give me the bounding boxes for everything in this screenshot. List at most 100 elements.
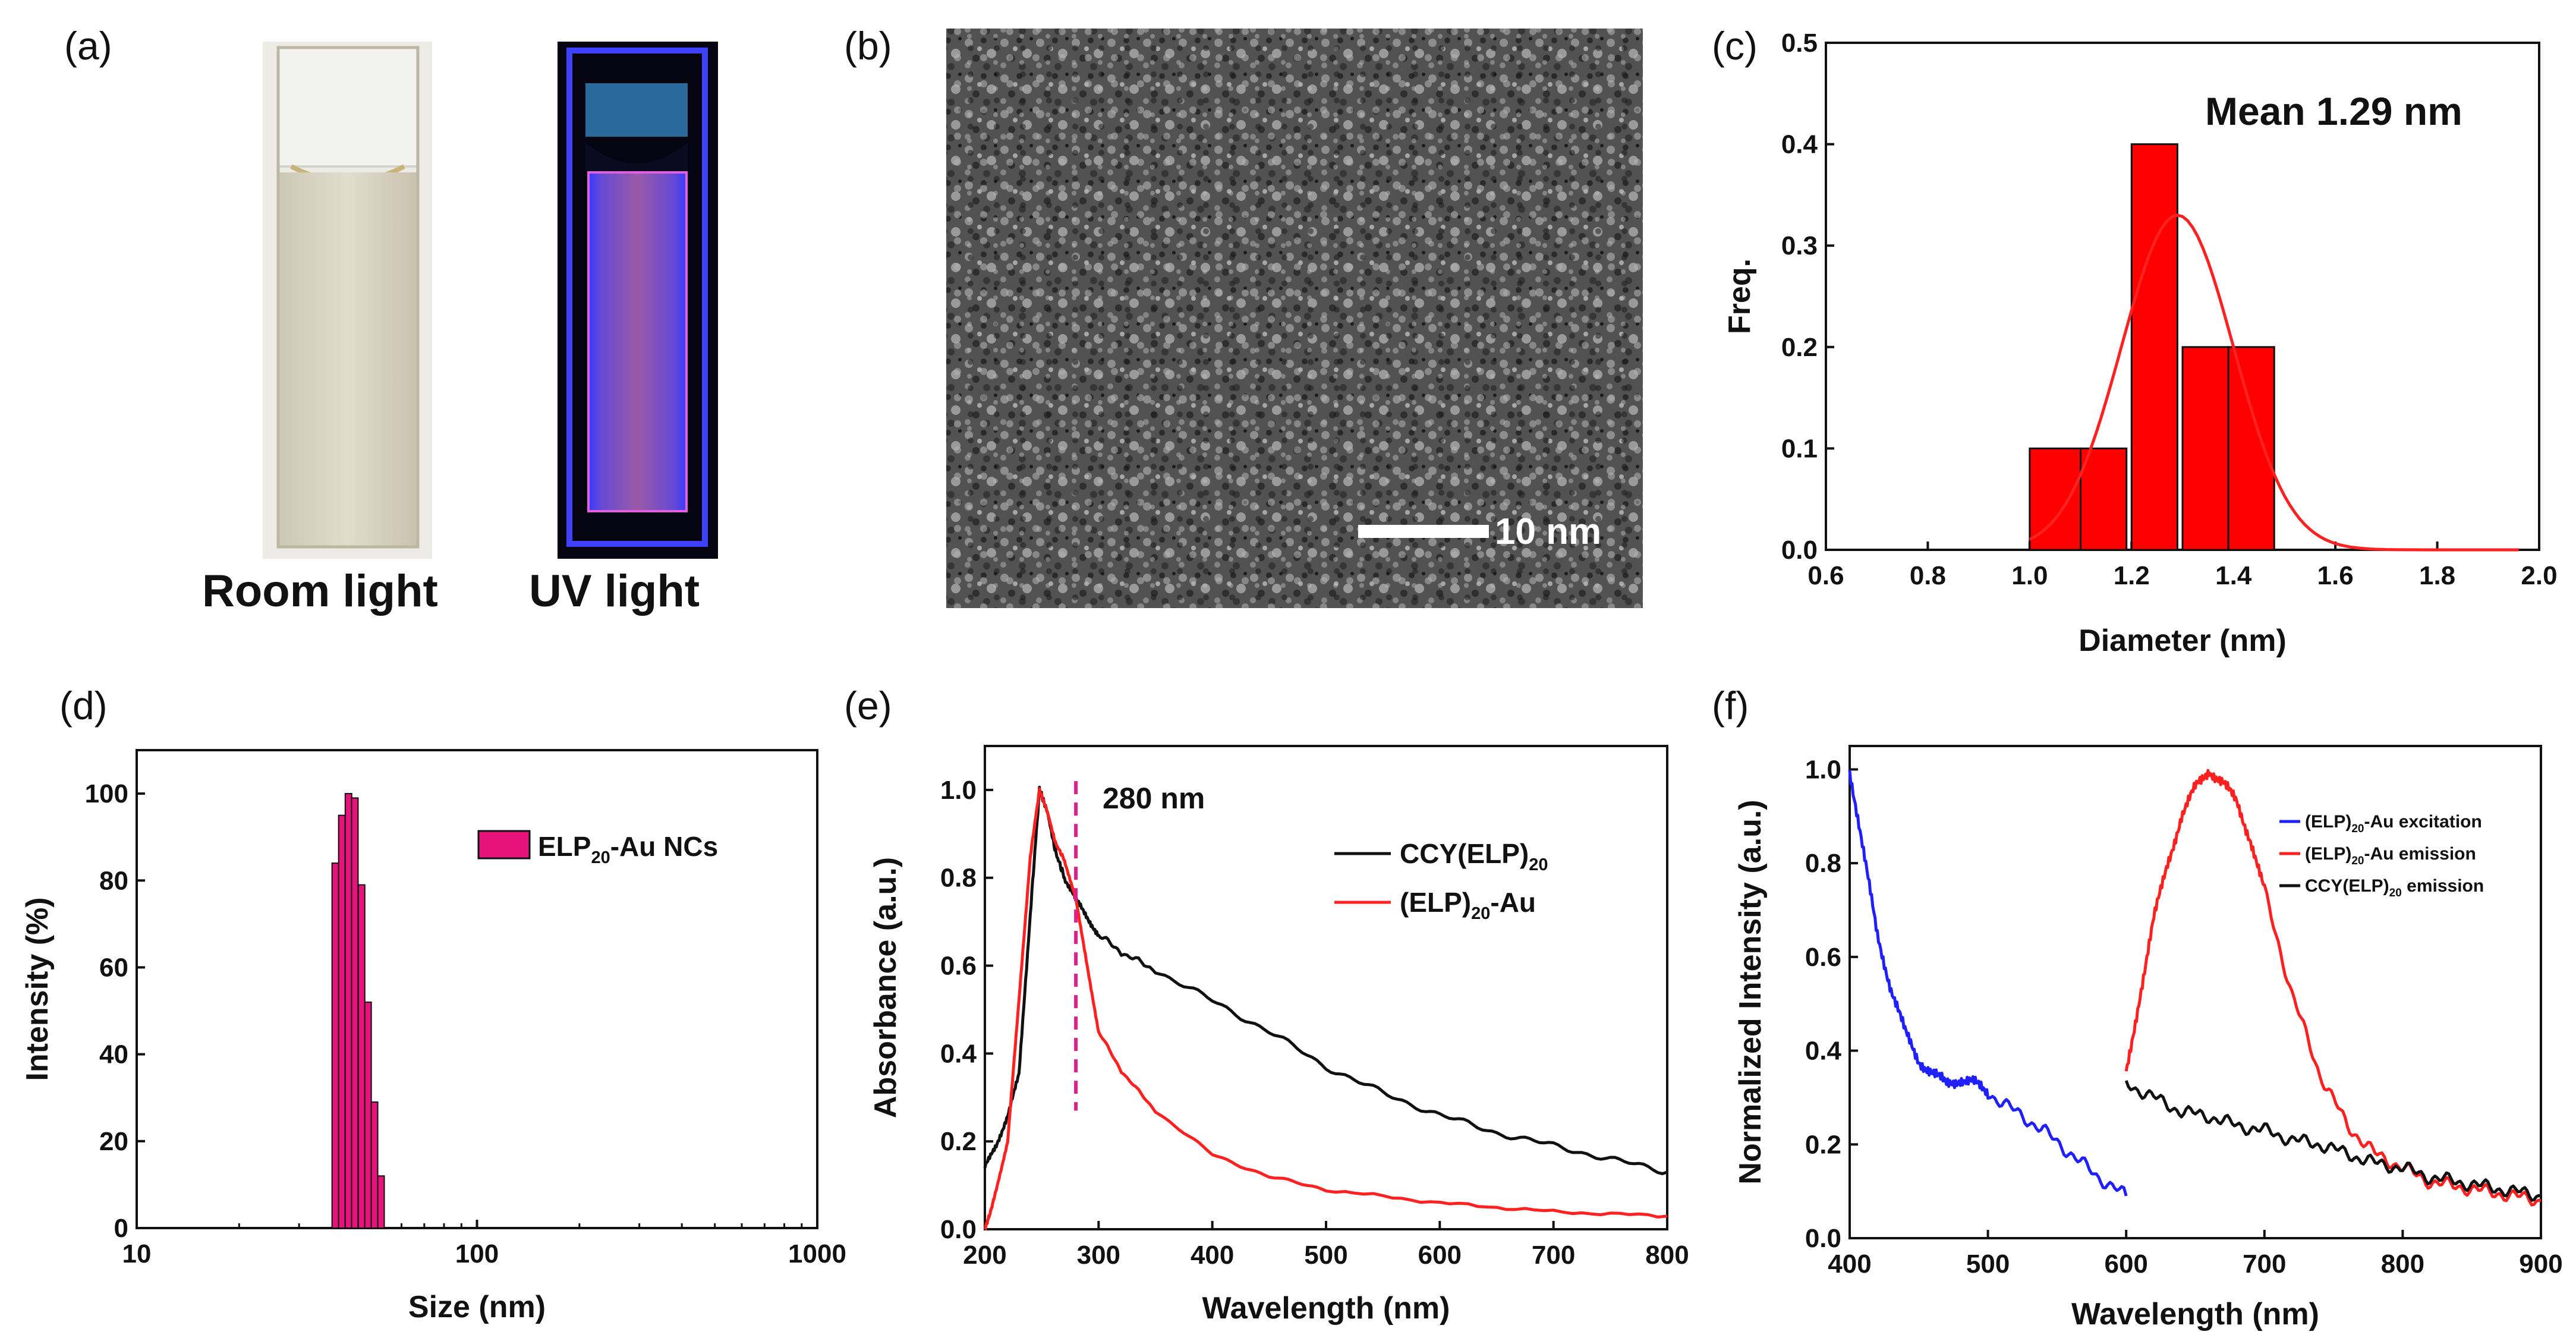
x-tick-label: 300 xyxy=(1077,1241,1120,1270)
legend-label-ccy: CCY(ELP)20 xyxy=(1400,838,1548,874)
plot-frame xyxy=(136,749,818,1229)
x-tick-label: 1.0 xyxy=(2011,561,2048,590)
x-tick-label: 700 xyxy=(2243,1249,2286,1279)
series-line-ccy-elp20 xyxy=(983,785,1668,1175)
y-tick-label: 0.8 xyxy=(1805,849,1841,878)
size-bar xyxy=(370,1101,379,1229)
uv-light-label: UV light xyxy=(529,566,700,616)
size-bar xyxy=(357,884,366,1229)
x-tick-label: 900 xyxy=(2519,1249,2562,1279)
histogram-bar xyxy=(2080,447,2128,551)
plot-frame xyxy=(1848,745,2542,1239)
size-bar xyxy=(351,797,359,1229)
y-tick-label: 0.5 xyxy=(1781,29,1818,58)
y-tick-label: 100 xyxy=(85,779,128,808)
histogram-bar xyxy=(2130,143,2178,551)
x-tick-label: 2.0 xyxy=(2521,561,2557,590)
tem-image xyxy=(946,29,1643,608)
size-bar xyxy=(344,793,352,1229)
y-axis-label: Normalized Intensity (a.u.) xyxy=(1733,799,1768,1184)
size-bar xyxy=(364,1001,372,1229)
x-tick-label: 800 xyxy=(2381,1249,2424,1279)
size-bar xyxy=(331,862,339,1229)
x-tick-label: 700 xyxy=(1532,1241,1575,1270)
y-tick-label: 20 xyxy=(99,1127,128,1156)
x-tick-label: 1.6 xyxy=(2317,561,2354,590)
y-axis-label: Freq. xyxy=(1722,259,1757,334)
chart-d-dls-size: 10 100 1000 0 20 40 60 80 100 Size (nm) Intensity … xyxy=(20,749,846,1324)
y-tick-label: 0.0 xyxy=(1805,1224,1841,1253)
panel-label-c: (c) xyxy=(1712,24,1758,68)
x-axis-label: Size (nm) xyxy=(408,1290,546,1324)
x-tick-label: 0.8 xyxy=(1910,561,1946,590)
room-light-label: Room light xyxy=(202,566,438,616)
y-tick-label: 0.8 xyxy=(940,864,977,893)
y-tick-label: 1.0 xyxy=(940,776,977,805)
y-tick-label: 0.3 xyxy=(1781,231,1818,260)
x-tick-label: 500 xyxy=(1304,1241,1347,1270)
series-line-elp20-au xyxy=(984,787,1668,1231)
y-tick-label: 0.6 xyxy=(1805,943,1841,972)
panel-label-b: (b) xyxy=(844,24,892,68)
y-axis-label: Absorbance (a.u.) xyxy=(868,857,903,1118)
panel-label-f: (f) xyxy=(1712,684,1749,728)
y-tick-label: 1.0 xyxy=(1805,755,1841,784)
x-tick-label: 600 xyxy=(2104,1249,2147,1279)
y-tick-label: 0.6 xyxy=(940,952,977,981)
mean-annotation: Mean 1.29 nm xyxy=(2205,89,2462,133)
histogram-bar xyxy=(2227,346,2275,551)
legend-swatch xyxy=(477,830,531,860)
x-tick-label: 10 xyxy=(122,1239,152,1268)
x-tick-label: 600 xyxy=(1418,1241,1462,1270)
chart-f-fluorescence: 400 500 600 700 800 900 0.0 0.2 0.4 0.6 0.8 1.0 Wave… xyxy=(1733,745,2563,1331)
y-tick-label: 0.2 xyxy=(1781,333,1818,362)
x-tick-label: 0.6 xyxy=(1807,561,1844,590)
y-tick-label: 0.2 xyxy=(1805,1130,1841,1159)
y-tick-label: 0.4 xyxy=(1781,130,1818,159)
series-line-ccy-emission xyxy=(2124,1080,2542,1202)
y-tick-label: 0.2 xyxy=(940,1127,977,1156)
x-tick-label: 400 xyxy=(1828,1249,1871,1279)
x-tick-label: 800 xyxy=(1645,1241,1689,1270)
series-line-excitation xyxy=(1848,770,2128,1197)
x-tick-label: 200 xyxy=(963,1241,1006,1270)
x-tick-label: 1.2 xyxy=(2114,561,2150,590)
x-axis-label: Wavelength (nm) xyxy=(1202,1291,1450,1326)
panel-label-a: (a) xyxy=(64,24,112,68)
y-tick-label: 0.0 xyxy=(940,1215,977,1244)
y-tick-label: 60 xyxy=(99,953,128,982)
legend-label: CCY(ELP)20 emission xyxy=(2305,876,2484,899)
plot-frame xyxy=(984,745,1668,1230)
legend-label-elp-au: (ELP)20-Au xyxy=(1400,887,1536,923)
legend-label: ELP20-Au NCs xyxy=(538,831,718,867)
y-tick-label: 0.4 xyxy=(940,1039,977,1068)
x-tick-label: 1000 xyxy=(788,1239,846,1268)
size-bar xyxy=(338,814,346,1229)
y-tick-label: 40 xyxy=(99,1040,128,1069)
x-axis-label: Diameter (nm) xyxy=(2079,624,2287,658)
size-bar xyxy=(377,1175,385,1229)
x-axis-label: Wavelength (nm) xyxy=(2071,1297,2319,1331)
uv-light-photo xyxy=(558,42,718,559)
280nm-annotation: 280 nm xyxy=(1103,782,1205,815)
histogram-bar xyxy=(2181,346,2229,551)
x-tick-label: 1.8 xyxy=(2419,561,2455,590)
y-tick-label: 80 xyxy=(99,866,128,895)
legend-label: (ELP)20-Au excitation xyxy=(2305,812,2482,835)
scale-bar-label: 10 nm xyxy=(1495,511,1601,552)
y-tick-label: 0.4 xyxy=(1805,1037,1842,1066)
scale-bar xyxy=(1358,525,1489,538)
gaussian-fit-curve xyxy=(2029,213,2519,552)
chart-c-diameter-histogram: 0.6 0.8 1.0 1.2 1.4 1.6 1.8 2.0 0.0 0.1 0.2 0.3 0.4 0… xyxy=(1722,29,2558,658)
x-tick-label: 100 xyxy=(455,1239,499,1268)
panel-label-e: (e) xyxy=(844,684,892,728)
room-light-photo xyxy=(263,42,432,559)
x-tick-label: 500 xyxy=(1966,1249,2010,1279)
y-tick-label: 0 xyxy=(114,1214,128,1243)
x-tick-label: 1.4 xyxy=(2215,561,2252,590)
panel-label-d: (d) xyxy=(59,684,108,728)
x-tick-label: 400 xyxy=(1191,1241,1234,1270)
chart-e-absorbance: 200 300 400 500 600 700 800 0.0 0.2 0.4 0.6 0.8 1.0 W… xyxy=(868,745,1689,1326)
y-axis-label: Intensity (%) xyxy=(20,897,55,1081)
